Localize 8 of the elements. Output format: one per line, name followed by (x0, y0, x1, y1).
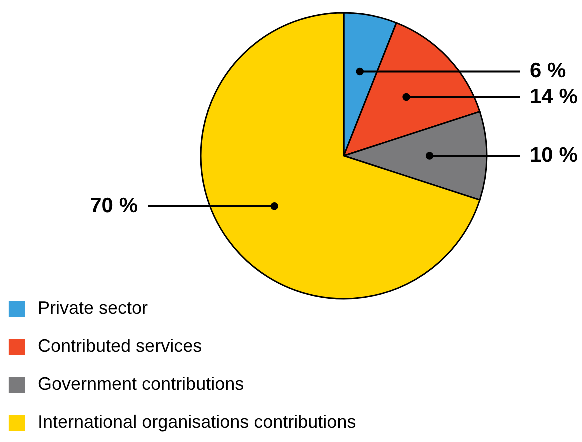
legend-label: Government contributions (38, 374, 244, 394)
legend-label: International organisations contributions (38, 412, 356, 432)
legend-label: Private sector (38, 298, 148, 318)
data-label: 14 % (530, 85, 578, 108)
data-label: 6 % (530, 60, 567, 83)
data-label: 70 % (90, 194, 138, 218)
data-label: 10 % (530, 144, 578, 167)
legend-label: Contributed services (38, 336, 202, 356)
